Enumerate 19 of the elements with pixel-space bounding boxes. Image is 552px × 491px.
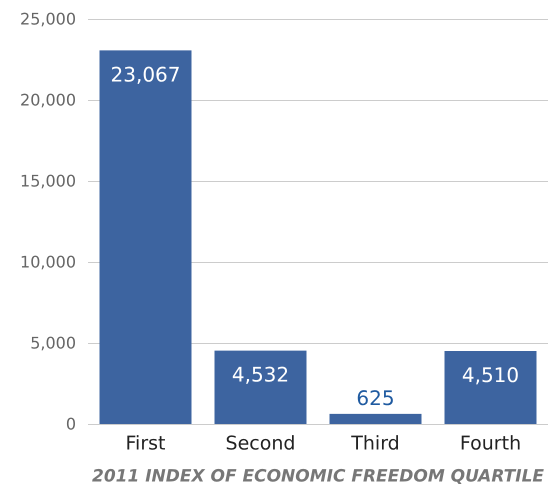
data-label: 4,510: [462, 362, 520, 387]
x-axis-title: 2011 INDEX OF ECONOMIC FREEDOM QUARTILE: [92, 466, 544, 486]
y-tick-label: 0: [66, 414, 76, 434]
y-tick-label: 10,000: [20, 252, 76, 272]
data-label: 625: [356, 386, 395, 410]
data-label: 23,067: [110, 62, 180, 86]
bar: [444, 350, 536, 424]
y-tick-label: 5,000: [30, 334, 76, 352]
x-tick-label: Second: [226, 432, 296, 454]
y-tick-label: 25,000: [20, 10, 76, 28]
x-tick-label: First: [126, 432, 166, 454]
data-label: 4,532: [232, 362, 290, 387]
bar: [214, 350, 306, 424]
bar: [330, 414, 422, 424]
y-tick-label: 15,000: [20, 172, 76, 190]
x-tick-label: Third: [350, 432, 400, 454]
y-tick-label: 20,000: [20, 90, 76, 110]
bar: [100, 50, 192, 424]
x-tick-label: Fourth: [460, 432, 522, 454]
